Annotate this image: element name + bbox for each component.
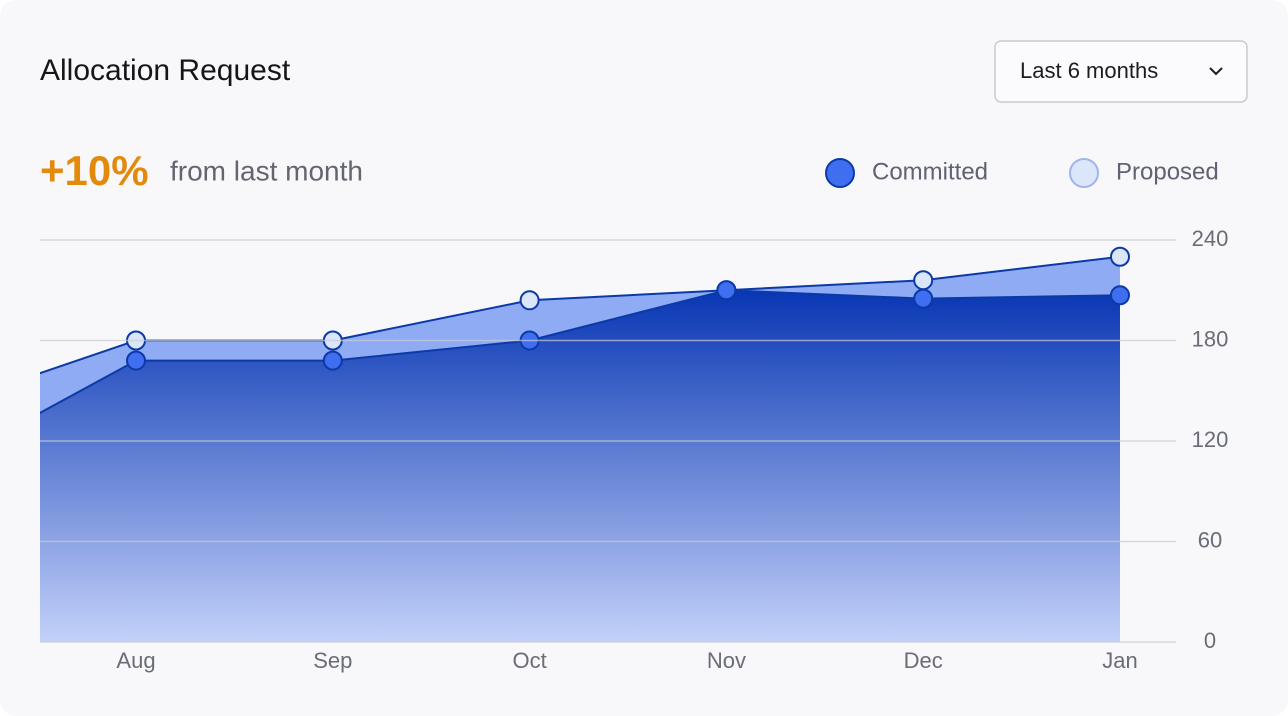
- x-tick-label: Nov: [707, 648, 746, 673]
- area-fill: [40, 290, 1120, 642]
- legend-swatch: [825, 158, 855, 188]
- x-tick-label: Sep: [313, 648, 352, 673]
- change-note: from last month: [170, 155, 363, 186]
- chart-title: Allocation Request: [40, 54, 291, 87]
- point: [716, 280, 737, 301]
- point: [1110, 246, 1130, 267]
- x-tick-label: Jan: [1102, 648, 1137, 673]
- plot-area: [40, 246, 1130, 642]
- point: [1110, 285, 1130, 306]
- dropdown-label[interactable]: Last 6 months: [1020, 58, 1158, 83]
- x-tick-label: Oct: [512, 648, 546, 673]
- y-tick-label: 0: [1204, 628, 1216, 653]
- point: [913, 288, 934, 309]
- dropdown-chevron[interactable]: [1209, 67, 1223, 76]
- legend-swatch: [1069, 158, 1099, 188]
- y-tick-label: 120: [1192, 427, 1229, 452]
- point: [322, 350, 343, 371]
- y-tick-label: 60: [1198, 527, 1222, 552]
- legend-label: Proposed: [1116, 158, 1219, 185]
- y-tick-label: 240: [1192, 226, 1229, 251]
- dropdown-box[interactable]: [994, 40, 1248, 103]
- legend-label: Committed: [872, 158, 988, 185]
- dropdown[interactable]: Last 6 months: [994, 40, 1248, 103]
- x-tick-label: Dec: [904, 648, 943, 673]
- change-value: +10%: [40, 147, 149, 194]
- point: [126, 350, 146, 371]
- y-tick-label: 180: [1192, 326, 1229, 351]
- point: [913, 270, 934, 291]
- x-tick-label: Aug: [116, 648, 155, 673]
- point: [519, 290, 540, 311]
